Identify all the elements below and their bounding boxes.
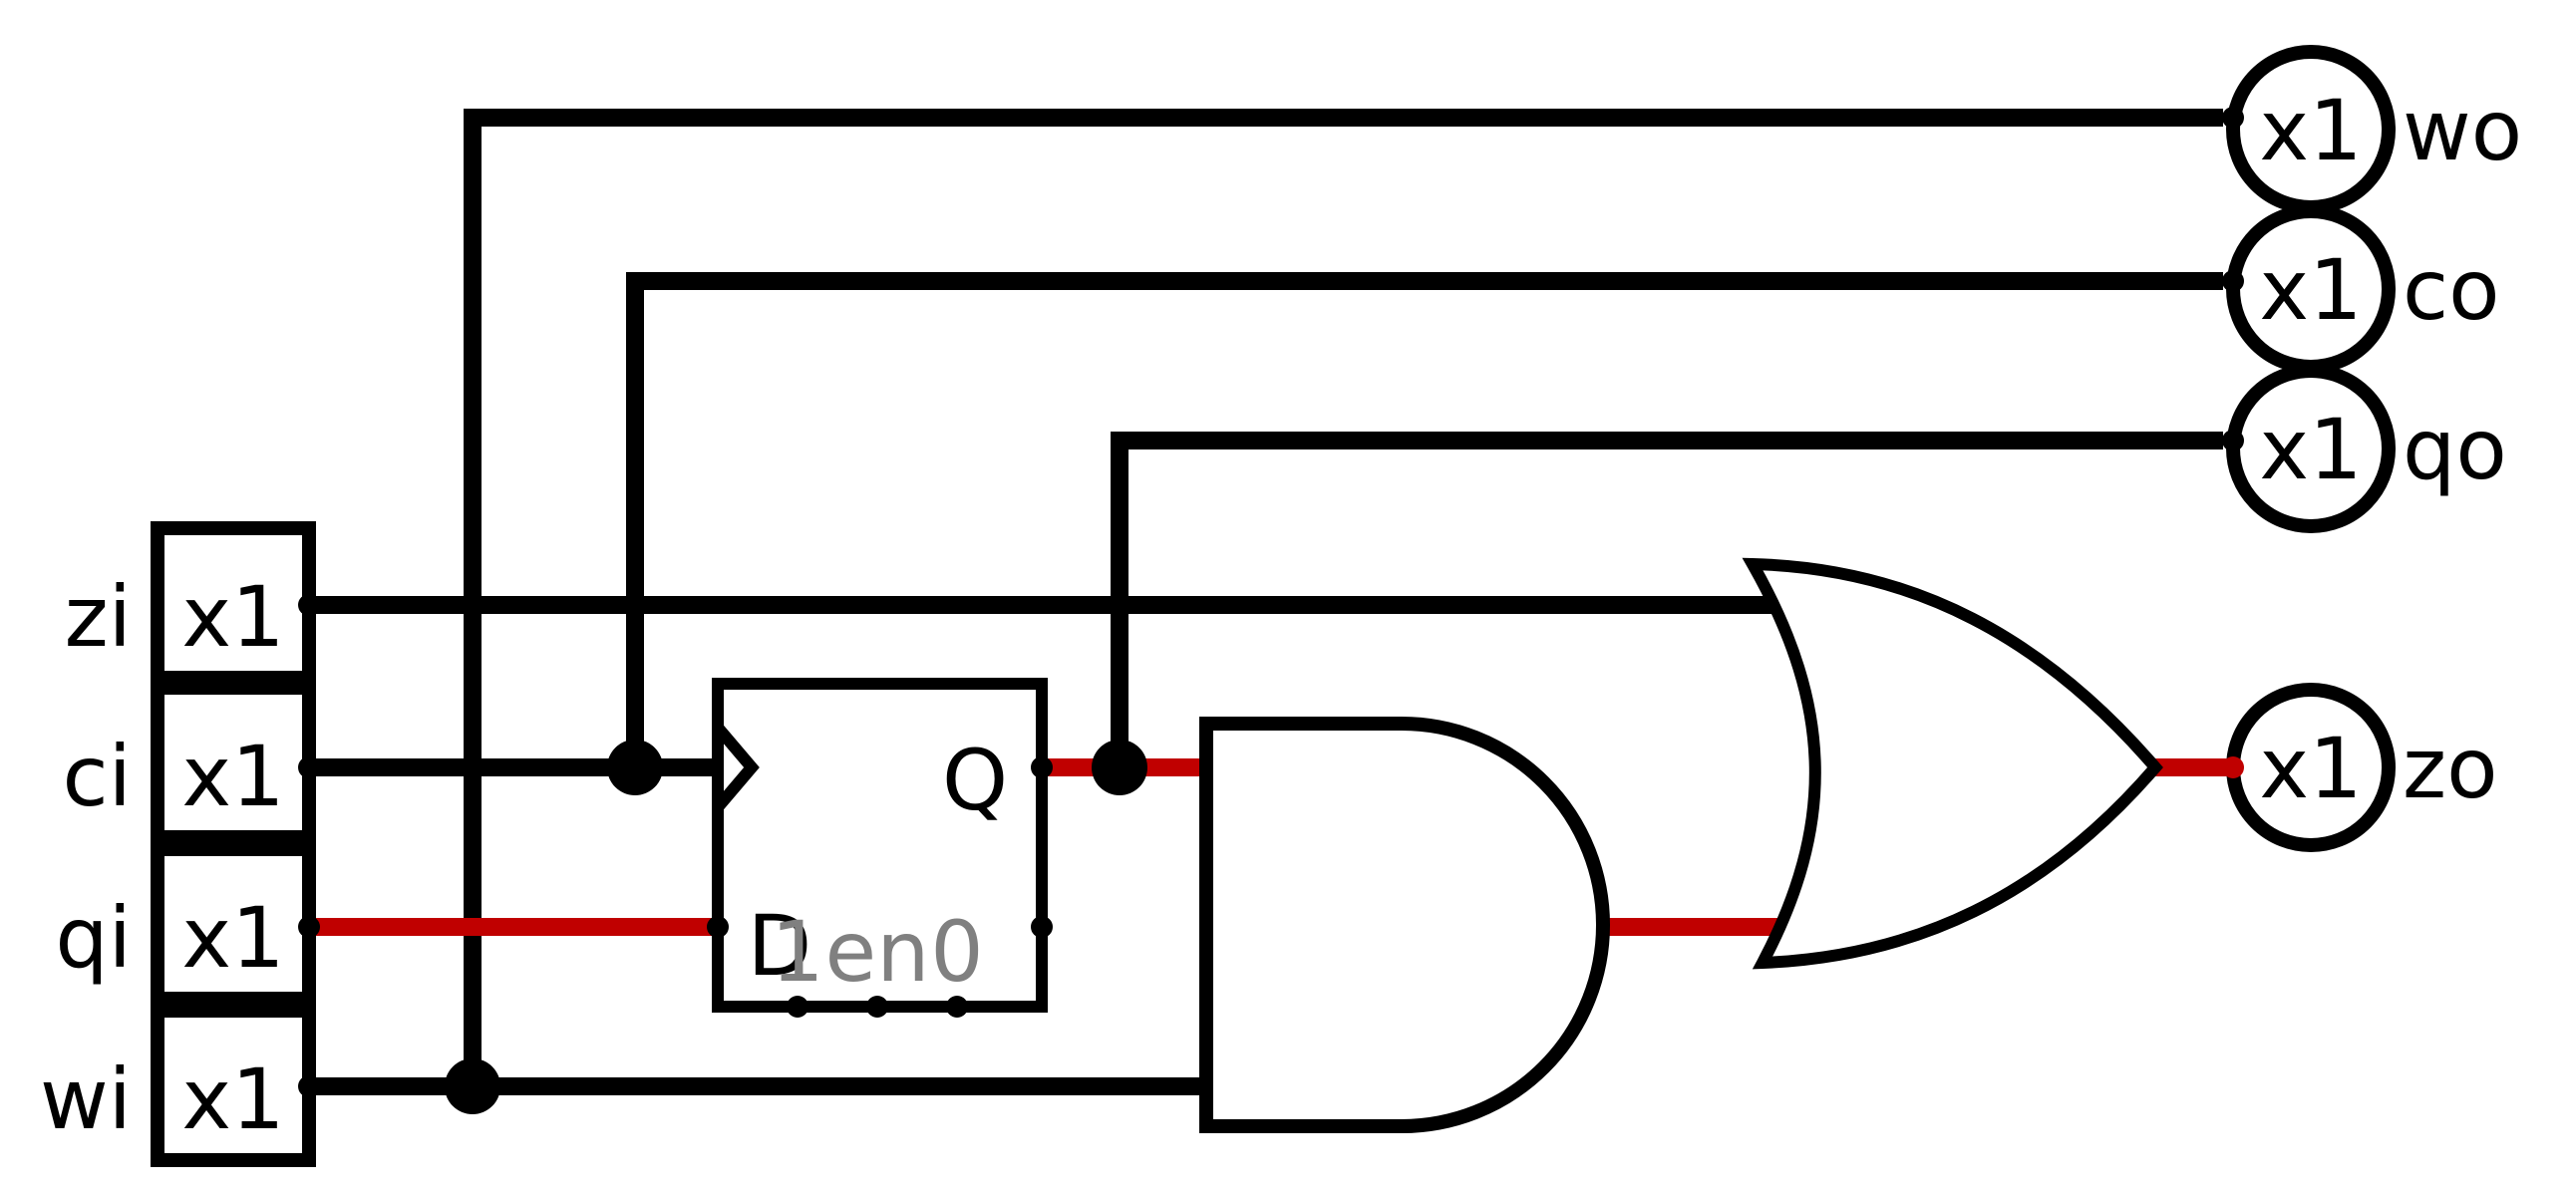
output-dot-wo	[2222, 107, 2244, 129]
output-width-wo: x1	[2259, 82, 2362, 179]
junctions	[445, 740, 1147, 1114]
input-dot-zi	[298, 594, 320, 616]
output-label-zo: zo	[2403, 720, 2497, 817]
input-dot-qi	[298, 916, 320, 938]
clock-triangle-icon	[713, 724, 760, 811]
flipflop-qbar-pin	[1031, 916, 1053, 938]
output-width-co: x1	[2259, 241, 2362, 339]
flipflop-q-label: Q	[942, 732, 1008, 829]
flipflop-en-pin	[866, 996, 888, 1018]
output-pins: x1 x1 x1 x1 wo co qo zo	[2222, 45, 2522, 852]
input-dot-ci	[298, 756, 320, 778]
input-width-qi: x1	[181, 889, 284, 987]
input-pin-zi[interactable]	[151, 521, 316, 685]
input-label-wi: wi	[40, 1050, 132, 1148]
junction-q	[1092, 740, 1147, 795]
input-pin-qi[interactable]	[151, 842, 316, 1006]
d-flipflop[interactable]: Q D 1 en 0	[707, 678, 1053, 1018]
junction-ci	[607, 740, 663, 795]
flipflop-d-pin	[707, 916, 729, 938]
output-width-qo: x1	[2259, 401, 2362, 498]
output-dot-zo	[2222, 756, 2244, 778]
wire-q-to-qo	[1111, 432, 2223, 767]
flipflop-pin-en-label: en	[825, 903, 930, 1001]
wires	[309, 109, 2231, 1095]
input-pin-wi[interactable]	[151, 1004, 316, 1167]
flipflop-d-label: D	[748, 897, 812, 995]
flipflop-pin-0-label: 0	[930, 903, 983, 1001]
or-gate[interactable]	[1742, 557, 2163, 970]
flipflop-q-pin	[1031, 756, 1053, 778]
output-dot-co	[2222, 270, 2244, 292]
output-label-qo: qo	[2403, 401, 2507, 498]
input-pins: x1 x1 x1 x1 zi ci qi wi	[40, 521, 320, 1167]
flipflop-set-pin	[787, 996, 808, 1018]
input-width-zi: x1	[181, 568, 284, 666]
and-gate[interactable]	[1199, 717, 1610, 1133]
input-label-zi: zi	[65, 568, 132, 666]
junction-wi	[445, 1058, 500, 1114]
input-width-wi: x1	[181, 1050, 284, 1148]
flipflop-pin-1-label: 1	[771, 903, 823, 1001]
flipflop-reset-pin	[946, 996, 968, 1018]
output-label-co: co	[2403, 241, 2500, 339]
input-dot-wi	[298, 1075, 320, 1097]
input-width-ci: x1	[181, 728, 284, 825]
output-width-zo: x1	[2259, 720, 2362, 817]
output-dot-qo	[2222, 430, 2244, 451]
input-label-ci: ci	[62, 728, 132, 825]
output-label-wo: wo	[2403, 82, 2522, 179]
input-label-qi: qi	[55, 889, 132, 987]
